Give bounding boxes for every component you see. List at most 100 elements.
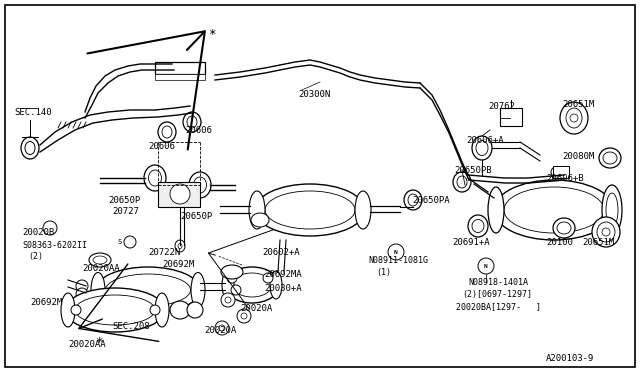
Text: S: S [118,239,122,245]
Ellipse shape [592,217,620,247]
Text: 20300N: 20300N [298,90,330,99]
Text: 20722N: 20722N [148,248,180,257]
Ellipse shape [175,240,185,252]
Ellipse shape [21,137,39,159]
Ellipse shape [232,273,272,297]
Text: 20650P: 20650P [180,212,212,221]
Ellipse shape [468,215,488,237]
Text: (2): (2) [28,252,43,261]
Ellipse shape [91,273,105,308]
Circle shape [71,305,81,315]
Text: S08363-6202II: S08363-6202II [22,241,87,250]
Text: 20080M: 20080M [562,152,595,161]
Ellipse shape [453,172,471,192]
Ellipse shape [106,274,191,306]
Circle shape [237,309,251,323]
Circle shape [124,236,136,248]
Text: 20020A: 20020A [204,326,236,335]
Ellipse shape [89,253,111,267]
Text: 20650PA: 20650PA [412,196,450,205]
Circle shape [241,313,247,319]
Bar [155,74,205,80]
Ellipse shape [158,122,176,142]
Ellipse shape [404,190,422,210]
Ellipse shape [457,176,467,188]
Text: N08918-1401A: N08918-1401A [468,278,528,287]
Text: SEC.140: SEC.140 [14,108,52,117]
Ellipse shape [61,293,75,327]
Ellipse shape [75,295,155,325]
Circle shape [231,285,241,295]
Ellipse shape [270,271,282,299]
Ellipse shape [553,218,575,238]
Ellipse shape [560,102,588,134]
Text: *: * [95,336,102,349]
Circle shape [227,273,237,283]
Ellipse shape [597,222,615,242]
Text: 20602+A: 20602+A [262,248,300,257]
Text: 20650P: 20650P [108,196,140,205]
Text: 20692MA: 20692MA [264,270,301,279]
Bar [500,108,522,126]
Ellipse shape [183,112,201,132]
Ellipse shape [155,293,169,327]
Text: 20606: 20606 [185,126,212,135]
Text: 20020AA: 20020AA [68,340,106,349]
Ellipse shape [255,184,365,236]
Text: *: * [208,28,216,41]
Ellipse shape [476,141,488,155]
Text: N08911-1081G: N08911-1081G [368,256,428,265]
Ellipse shape [603,152,617,164]
Ellipse shape [221,265,243,279]
Ellipse shape [265,191,355,229]
Circle shape [76,288,88,300]
Ellipse shape [189,172,211,198]
Circle shape [215,321,229,335]
Text: 20606+A: 20606+A [466,136,504,145]
Ellipse shape [187,116,197,128]
Ellipse shape [65,288,165,332]
Ellipse shape [566,108,582,128]
Text: 20606+B: 20606+B [546,174,584,183]
Circle shape [388,244,404,260]
Ellipse shape [187,302,203,318]
Ellipse shape [144,165,166,191]
Ellipse shape [93,256,107,264]
Text: 20691+A: 20691+A [452,238,490,247]
Bar [158,182,200,207]
Ellipse shape [191,273,205,308]
Ellipse shape [408,194,418,206]
Text: (2)[0697-1297]: (2)[0697-1297] [462,290,532,299]
Ellipse shape [95,267,200,313]
Circle shape [43,221,57,235]
Ellipse shape [25,141,35,154]
Ellipse shape [249,191,265,229]
Text: N: N [484,263,488,269]
Circle shape [263,273,273,283]
Ellipse shape [494,180,614,240]
Text: 20030+A: 20030+A [264,284,301,293]
Text: SEC.208: SEC.208 [112,322,150,331]
Ellipse shape [170,301,190,319]
Bar [155,62,205,74]
Ellipse shape [178,244,182,248]
Text: 20020AA: 20020AA [82,264,120,273]
Ellipse shape [504,187,604,233]
Circle shape [478,258,494,274]
Ellipse shape [355,191,371,229]
Text: 20651M: 20651M [582,238,614,247]
Text: 20692M: 20692M [30,298,62,307]
Text: 20651M: 20651M [562,100,595,109]
Ellipse shape [193,177,207,193]
Text: 20020BA[1297-   ]: 20020BA[1297- ] [456,302,541,311]
Ellipse shape [472,219,484,232]
Ellipse shape [162,126,172,138]
Text: A200103-9: A200103-9 [546,354,595,363]
Circle shape [76,280,88,292]
Text: 20727: 20727 [112,207,139,216]
Text: 20762: 20762 [488,102,515,111]
Ellipse shape [557,222,571,234]
Ellipse shape [222,271,234,299]
Circle shape [221,293,235,307]
Ellipse shape [602,185,622,235]
